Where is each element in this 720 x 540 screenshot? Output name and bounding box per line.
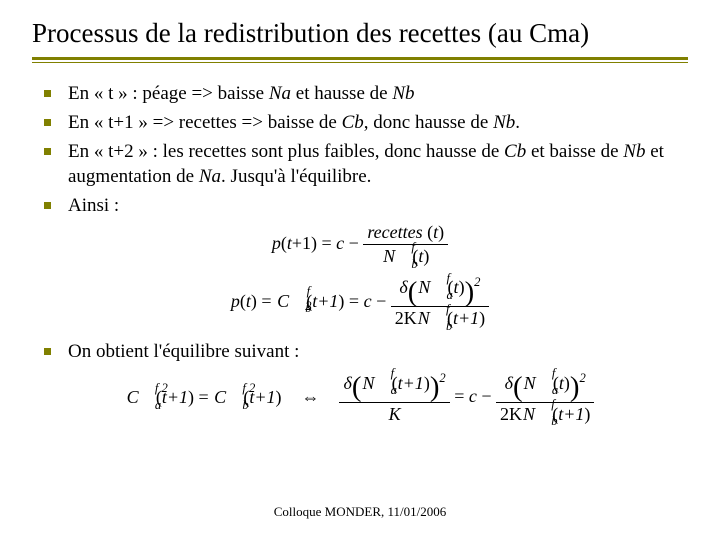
formula-1: p(t+1) = c − recettes (t) Nfb(t)	[32, 222, 688, 267]
text: +1	[292, 233, 311, 253]
minus: −	[376, 291, 391, 311]
slide-title: Processus de la redistribution des recet…	[32, 18, 688, 51]
var-nb: Nb	[623, 141, 645, 162]
text: t+1	[453, 308, 479, 328]
bullet-2: En « t+1 » => recettes => baisse de Cb, …	[40, 110, 684, 135]
bullet-list-2: On obtient l'équilibre suivant :	[32, 339, 688, 364]
eq3-left: Cf 2a(t+1) = Cf 2b(t+1)	[126, 387, 282, 408]
equiv-icon: ⇔	[295, 387, 325, 408]
var-nbf: Nfb	[383, 246, 411, 267]
bullet-1: En « t » : péage => baisse Na et hausse …	[40, 81, 684, 106]
title-rule-thick	[32, 57, 688, 60]
equals: =	[322, 233, 337, 253]
title-rule-thin	[32, 62, 688, 63]
paren: )	[311, 233, 317, 253]
text: , donc hausse de	[364, 112, 493, 133]
bullet-3: En « t+2 » : les recettes sont plus faib…	[40, 139, 684, 189]
var-nbf: Nfb	[418, 308, 446, 329]
minus: −	[349, 233, 364, 253]
text: et baisse de	[526, 141, 623, 162]
bullet-5: On obtient l'équilibre suivant :	[40, 339, 684, 364]
fraction: δ(Nfa(t))2 2KNfb(t+1)	[391, 275, 489, 329]
var-na: Na	[269, 83, 291, 104]
footer-text: Colloque MONDER, 11/01/2006	[0, 504, 720, 520]
equals: =	[261, 291, 276, 311]
equals: =	[349, 291, 364, 311]
text: t+1	[312, 291, 338, 311]
slide: Processus de la redistribution des recet…	[0, 0, 720, 540]
text: En « t+1 » => recettes => baisse de	[68, 112, 342, 133]
power: 2	[474, 275, 480, 289]
bullet-list: En « t » : péage => baisse Na et hausse …	[32, 81, 688, 218]
fraction: recettes (t) Nfb(t)	[363, 222, 448, 267]
bullet-4: Ainsi :	[40, 193, 684, 218]
var-cb: Cb	[504, 141, 526, 162]
text: . Jusqu'à l'équilibre.	[221, 166, 371, 187]
var-cbf2: Cf 2b	[277, 291, 305, 312]
formula-2: p(t) = Cf 2b(t+1) = c − δ(Nfa(t))2 2KNfb…	[32, 275, 688, 329]
eq3-mid: δ(Nfa(t+1))2 K = c − δ(Nfa(t))2 2KNfb(t+…	[339, 371, 594, 425]
text: .	[515, 112, 520, 133]
text: On obtient l'équilibre suivant :	[68, 341, 299, 362]
var: p	[231, 291, 240, 311]
var-cb: Cb	[342, 112, 364, 133]
text: 2K	[395, 308, 417, 328]
text: et hausse de	[291, 83, 392, 104]
text: En « t+2 » : les recettes sont plus faib…	[68, 141, 504, 162]
var: c	[364, 291, 372, 311]
var-nb: Nb	[392, 83, 414, 104]
delta: δ	[399, 277, 407, 297]
var-nb: Nb	[493, 112, 515, 133]
var: c	[336, 233, 344, 253]
var: p	[272, 233, 281, 253]
text: Ainsi :	[68, 195, 119, 216]
var-naf: Nfa	[418, 277, 446, 298]
var-na: Na	[199, 166, 221, 187]
text: En « t » : péage => baisse	[68, 83, 269, 104]
formula-3: Cf 2a(t+1) = Cf 2b(t+1) ⇔ δ(Nfa(t+1))2 K…	[32, 371, 688, 425]
